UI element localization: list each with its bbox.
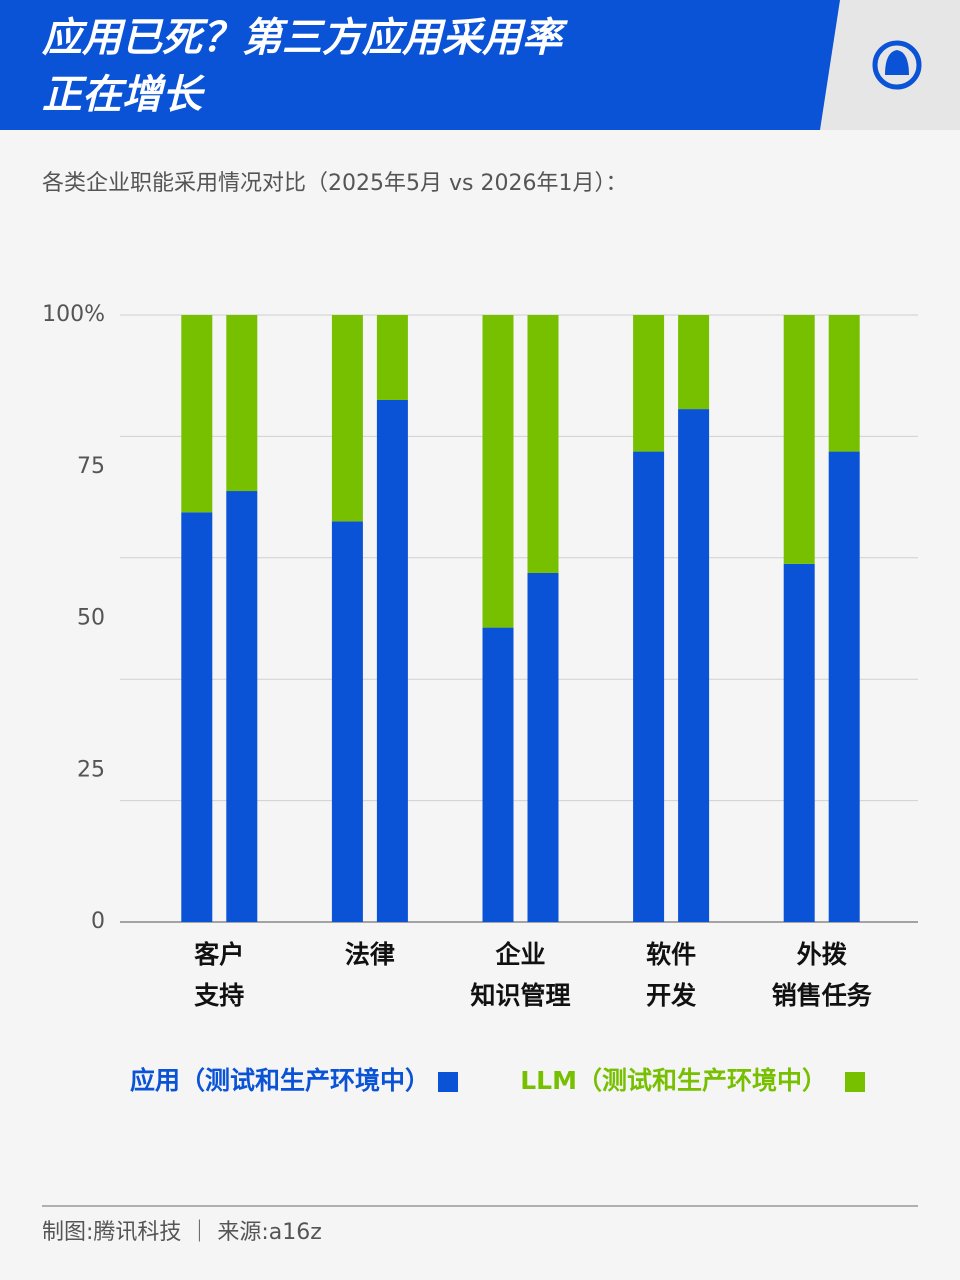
bar-segment [376, 399, 408, 923]
bar-segment [376, 315, 408, 400]
bar-segment [678, 409, 710, 923]
bar-segment [527, 572, 559, 922]
bar-segment [181, 512, 213, 922]
x-tick-label: 开发 [646, 981, 696, 1010]
x-tick-label: 知识管理 [470, 981, 570, 1010]
legend-label: 应用（测试和生产环境中） [130, 1066, 430, 1095]
title-line: 正在增长 [42, 72, 206, 118]
legend-label: LLM（测试和生产环境中） [520, 1066, 827, 1095]
logo [872, 40, 922, 90]
bar-segment [527, 315, 559, 573]
bar-segment [633, 315, 665, 452]
y-tick-label: 75 [77, 454, 105, 479]
bar-segment [828, 315, 860, 452]
bar-segment [633, 451, 665, 922]
y-tick-label: 50 [77, 606, 105, 631]
x-tick-label: 客户 [194, 940, 244, 969]
footer-credit: 制图:腾讯科技 ｜ 来源:a16z [42, 1220, 322, 1245]
x-tick-label: 法律 [345, 940, 395, 969]
legend-swatch [438, 1072, 458, 1092]
x-tick-label: 支持 [194, 981, 244, 1010]
bar-segment [331, 521, 363, 922]
bar-segment [181, 315, 213, 513]
x-tick-label: 外拨 [797, 940, 848, 969]
bar-segment [482, 315, 514, 628]
bar-segment [678, 315, 710, 410]
legend-swatch [845, 1072, 865, 1092]
x-tick-label: 企业 [495, 940, 545, 969]
bar-segment [783, 315, 815, 564]
y-tick-label: 25 [77, 757, 105, 782]
x-tick-label: 软件 [646, 940, 696, 969]
subtitle: 各类企业职能采用情况对比（2025年5月 vs 2026年1月）： [42, 171, 627, 196]
title-line: 应用已死？第三方应用采用率 [41, 15, 568, 61]
header-band [0, 0, 840, 130]
x-tick-label: 销售任务 [772, 981, 872, 1010]
bar-segment [331, 315, 363, 522]
y-tick-label: 0 [91, 909, 105, 934]
bar-segment [482, 627, 514, 922]
bar-segment [226, 491, 258, 922]
y-tick-label: 100% [42, 302, 105, 327]
bar-segment [828, 451, 860, 922]
bar-segment [783, 563, 815, 922]
bar-segment [226, 315, 258, 492]
